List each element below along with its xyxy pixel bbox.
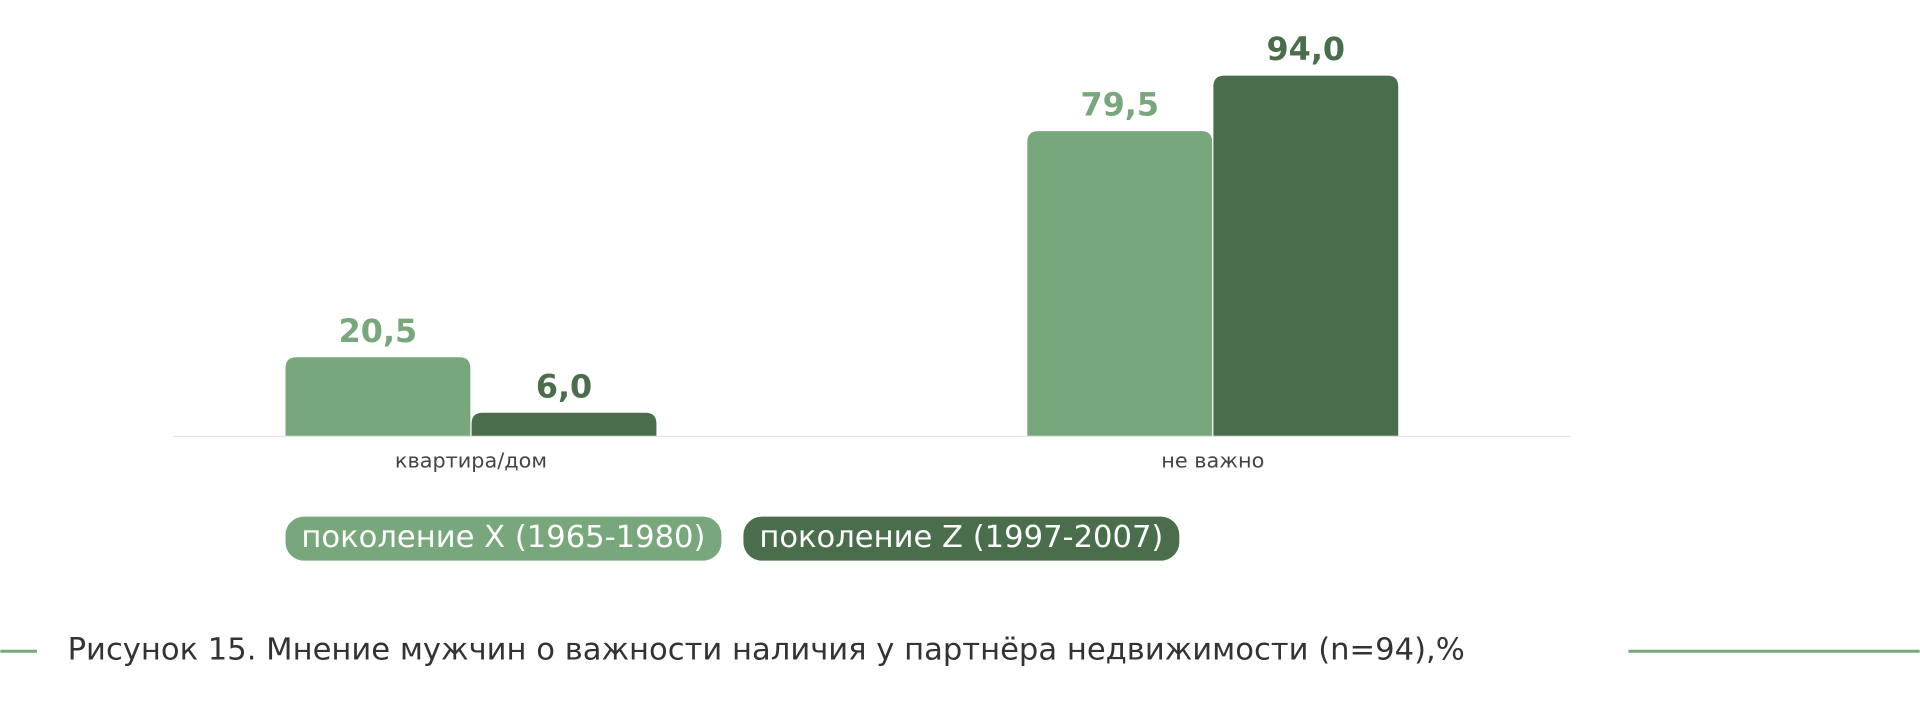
bar bbox=[285, 357, 471, 436]
bar bbox=[471, 412, 657, 436]
x-tick-label: не важно bbox=[1161, 448, 1264, 472]
bar bbox=[1213, 75, 1399, 436]
chart-title: Рисунок 15. Мнение мужчин о важности нал… bbox=[68, 633, 1465, 668]
legend-pill bbox=[285, 516, 722, 561]
legend-pill bbox=[743, 516, 1180, 561]
legend-label: поколение X (1965-1980) bbox=[301, 520, 705, 555]
value-label: 6,0 bbox=[536, 367, 592, 405]
value-label: 20,5 bbox=[339, 312, 418, 350]
value-label: 94,0 bbox=[1267, 30, 1346, 68]
legend-label: поколение Z (1997-2007) bbox=[759, 520, 1163, 555]
bar bbox=[1027, 131, 1213, 436]
value-label: 79,5 bbox=[1080, 86, 1159, 124]
x-tick-label: квартира/дом bbox=[395, 448, 547, 472]
